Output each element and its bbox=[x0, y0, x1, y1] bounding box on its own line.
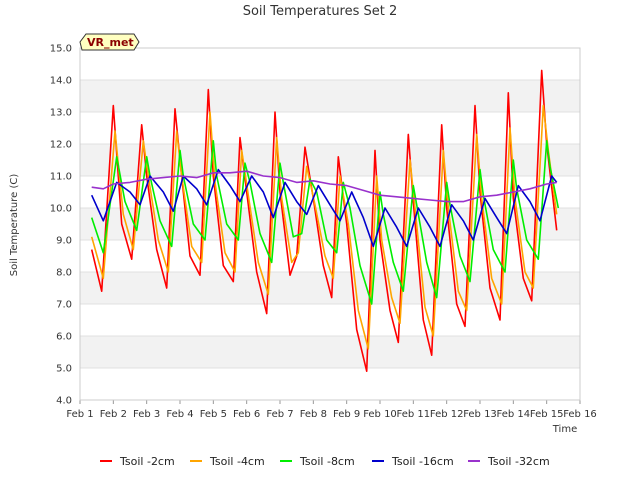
x-tick-label: Feb 15 bbox=[530, 409, 564, 420]
legend-label: Tsoil -2cm bbox=[119, 455, 175, 468]
x-tick-label: Feb 2 bbox=[100, 409, 127, 420]
legend-label: Tsoil -16cm bbox=[391, 455, 454, 468]
y-tick-label: 14.0 bbox=[50, 76, 72, 87]
y-axis-ticks: 4.0 5.0 6.0 7.0 8.0 9.0 10.0 11.0 12.0 13.0 14.0 15… bbox=[50, 44, 72, 407]
y-tick-label: 15.0 bbox=[50, 44, 72, 55]
legend-item: Tsoil -2cm bbox=[100, 455, 175, 468]
x-tick-label: Feb 3 bbox=[133, 409, 160, 420]
x-tick-label: Feb 16 bbox=[563, 409, 597, 420]
legend-label: Tsoil -4cm bbox=[209, 455, 265, 468]
y-axis-label: Soil Temperature (C) bbox=[9, 174, 20, 277]
legend-item: Tsoil -32cm bbox=[468, 455, 550, 468]
x-tick-label: Feb 6 bbox=[233, 409, 260, 420]
y-tick-label: 7.0 bbox=[56, 300, 72, 311]
station-badge: VR_met bbox=[79, 33, 140, 51]
grid-band bbox=[80, 208, 580, 240]
grid-band bbox=[80, 80, 580, 112]
y-tick-label: 6.0 bbox=[56, 332, 72, 343]
legend-label: Tsoil -32cm bbox=[487, 455, 550, 468]
y-tick-label: 13.0 bbox=[50, 108, 72, 119]
x-tick-label: Feb 5 bbox=[200, 409, 227, 420]
chart-title: Soil Temperatures Set 2 bbox=[243, 4, 398, 19]
x-tick-label: Feb 9 bbox=[333, 409, 360, 420]
series-line-tsoil-8cm bbox=[90, 140, 560, 305]
x-tick-label: Feb 4 bbox=[166, 409, 193, 420]
y-tick-label: 5.0 bbox=[56, 364, 72, 375]
badge-label: VR_met bbox=[87, 36, 134, 49]
x-tick-label: Feb 14 bbox=[497, 409, 531, 420]
legend-item: Tsoil -16cm bbox=[372, 455, 454, 468]
legend: Tsoil -2cm Tsoil -4cm Tsoil -8cm Tsoil -16c… bbox=[100, 455, 550, 468]
grid-band bbox=[80, 144, 580, 176]
x-tick-label: Feb 12 bbox=[430, 409, 464, 420]
grid bbox=[80, 47, 580, 401]
x-tick-label: Feb 8 bbox=[300, 409, 327, 420]
x-tick-label: Feb 13 bbox=[463, 409, 497, 420]
series-lines bbox=[90, 69, 560, 373]
y-tick-label: 10.0 bbox=[50, 204, 72, 215]
series-line-tsoil-32cm bbox=[91, 170, 557, 203]
y-tick-label: 4.0 bbox=[56, 396, 72, 407]
x-tick-label: Feb 10 bbox=[363, 409, 397, 420]
x-tick-label: Feb 1 bbox=[66, 409, 93, 420]
series-line-tsoil-16cm bbox=[90, 168, 558, 248]
y-tick-label: 9.0 bbox=[56, 236, 72, 247]
y-tick-label: 12.0 bbox=[50, 140, 72, 151]
badge-shape bbox=[79, 33, 140, 51]
legend-label: Tsoil -8cm bbox=[299, 455, 355, 468]
y-tick-label: 8.0 bbox=[56, 268, 72, 279]
y-tick-label: 11.0 bbox=[50, 172, 72, 183]
series-line-tsoil-4cm bbox=[90, 104, 558, 350]
x-tick-label: Feb 7 bbox=[266, 409, 293, 420]
x-tick-label: Feb 11 bbox=[397, 409, 431, 420]
legend-item: Tsoil -8cm bbox=[280, 455, 355, 468]
x-axis-label: Time bbox=[552, 424, 577, 435]
legend-item: Tsoil -4cm bbox=[190, 455, 265, 468]
grid-band bbox=[80, 336, 580, 368]
x-axis-ticks: Feb 1 Feb 2 Feb 3 Feb 4 Feb 5 Feb 6 Feb 7 Feb 8… bbox=[66, 400, 597, 420]
plot-frame bbox=[79, 47, 581, 401]
